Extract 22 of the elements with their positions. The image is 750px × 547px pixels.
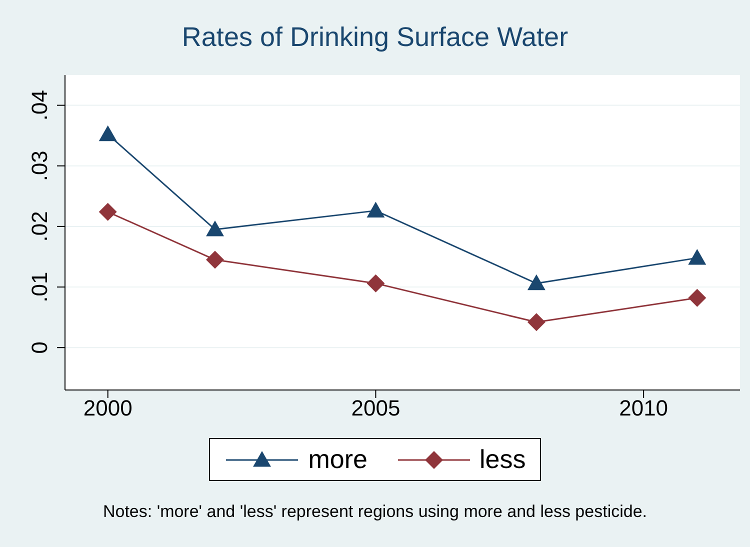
point xyxy=(366,202,385,218)
legend-label: more xyxy=(308,444,368,475)
x-tick-label: 2000 xyxy=(83,396,132,421)
point xyxy=(206,250,224,269)
legend-label: less xyxy=(480,444,526,475)
y-tick-label: 0 xyxy=(27,341,52,354)
point xyxy=(98,202,117,221)
y-tick-label: .03 xyxy=(27,150,52,182)
point xyxy=(527,274,546,290)
text: Notes: 'more' and 'less' represent regions using more and less pesticide. xyxy=(102,502,648,522)
chart-title: Rates of Drinking Surface Water xyxy=(180,22,570,53)
y-tick-label: .04 xyxy=(27,90,52,121)
point xyxy=(98,125,117,142)
point xyxy=(206,220,224,236)
x-tick-label: 2010 xyxy=(619,396,668,421)
point xyxy=(688,248,706,265)
x-tick-label: 2005 xyxy=(351,396,400,421)
y-tick-label: .01 xyxy=(27,272,52,302)
point xyxy=(688,288,706,307)
point xyxy=(527,313,546,332)
point xyxy=(366,274,385,292)
y-tick-label: .02 xyxy=(27,211,52,242)
